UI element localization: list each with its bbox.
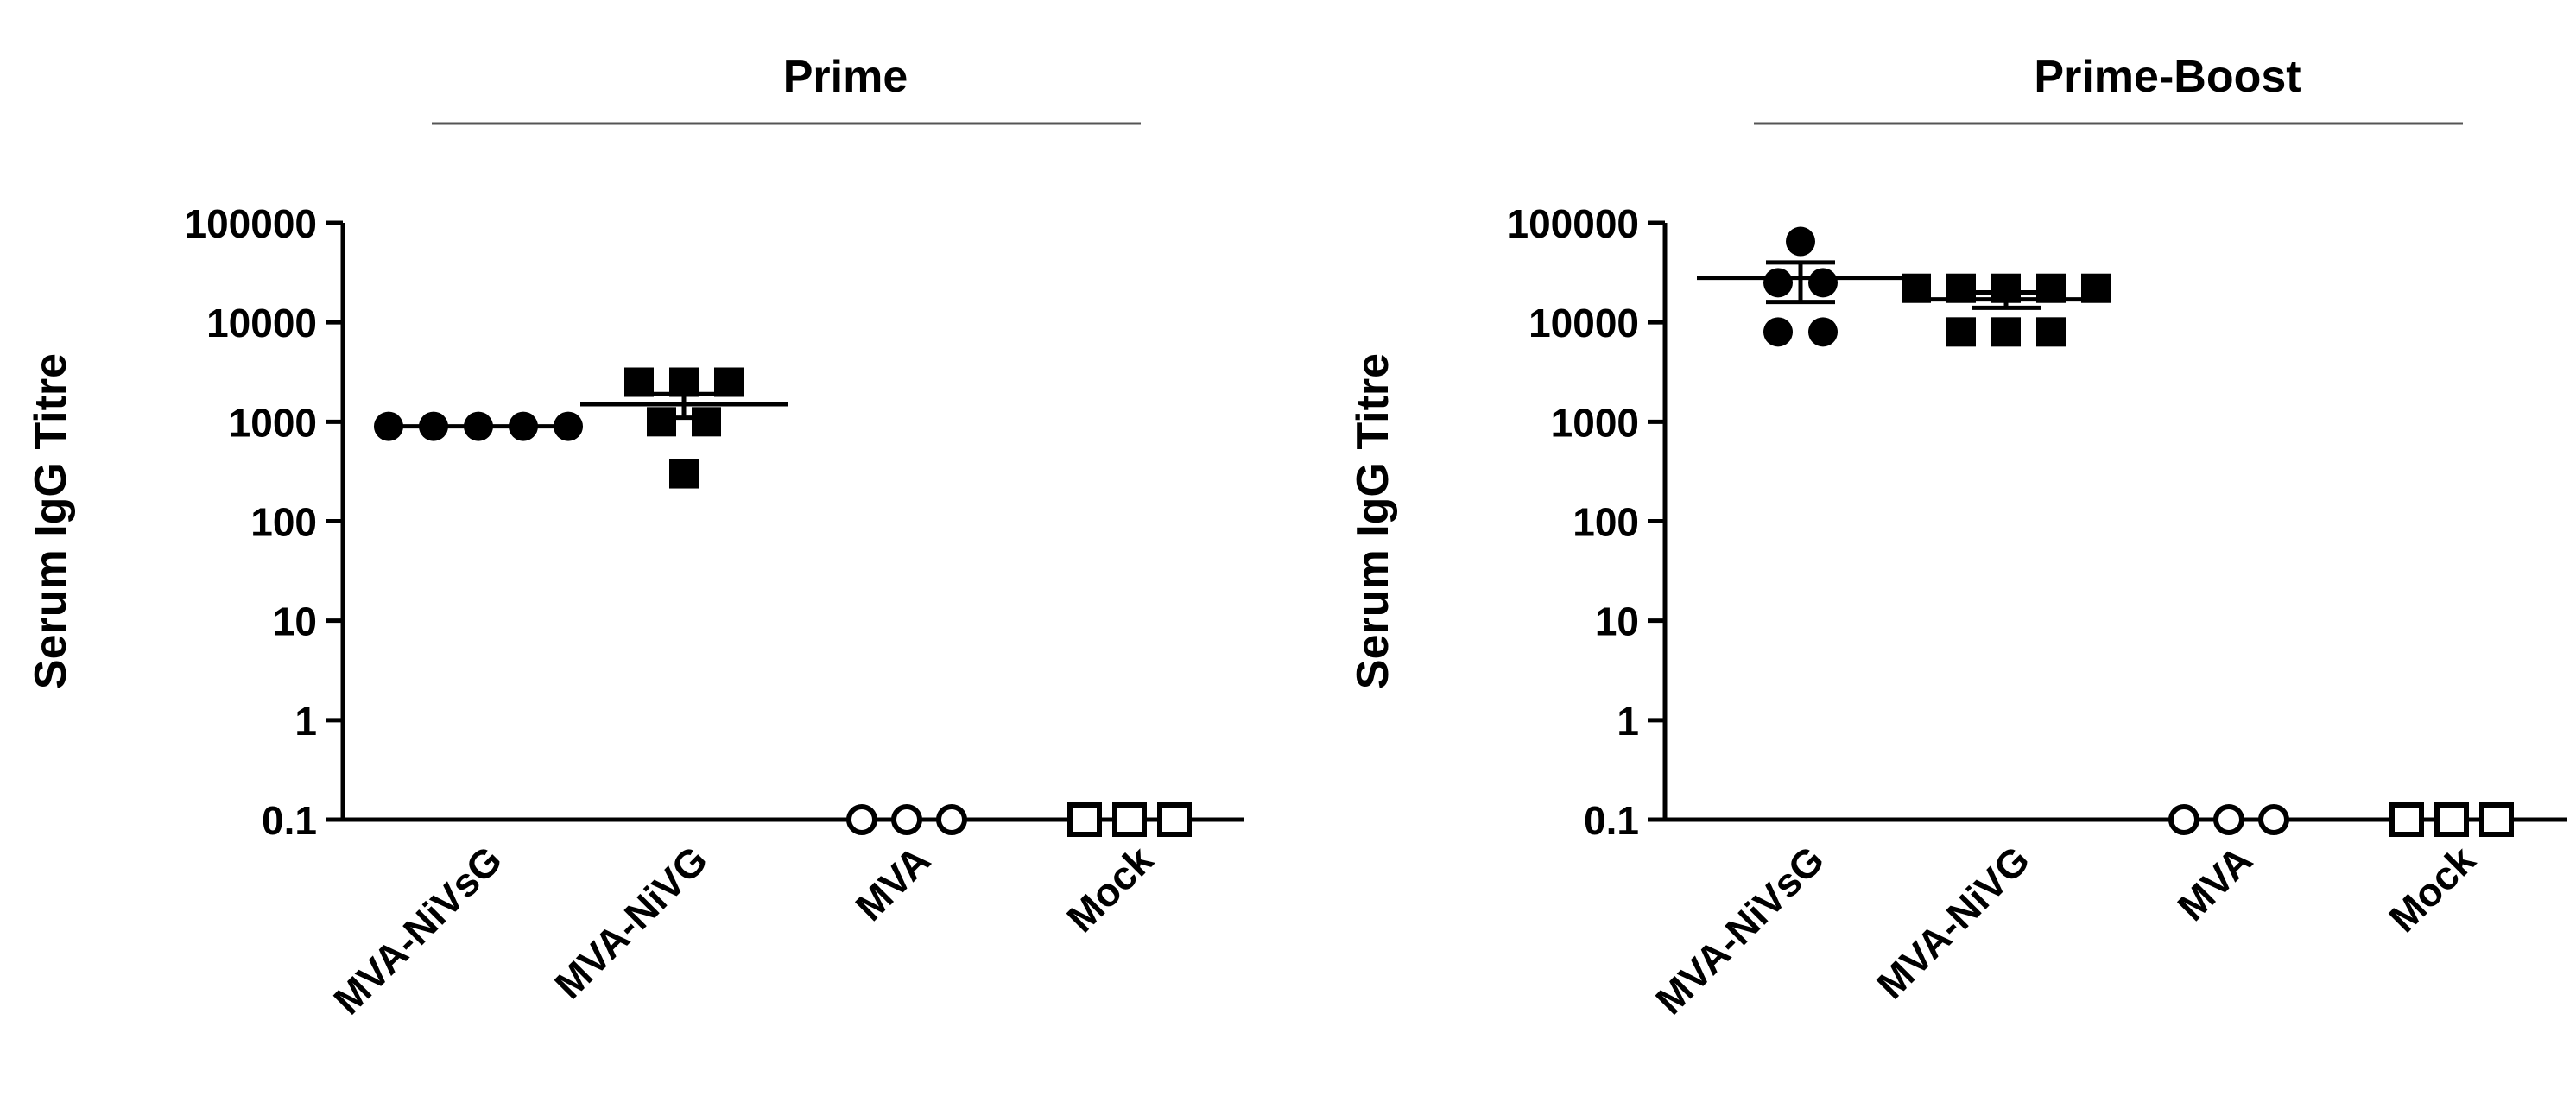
chart-title: Prime xyxy=(783,52,908,102)
data-point xyxy=(1763,317,1793,347)
y-tick-label: 1 xyxy=(294,699,317,744)
y-axis-label: Serum IgG Titre xyxy=(1348,353,1398,689)
data-point xyxy=(1946,317,1976,347)
data-point xyxy=(936,804,967,835)
y-tick-label: 10000 xyxy=(206,301,317,345)
y-tick-label: 10 xyxy=(273,599,317,644)
chart: Prime-Boost Serum IgG Titre 0.1 1 10 100 1000 1… xyxy=(1348,52,2567,1023)
y-tick-label: 10000 xyxy=(1529,301,1639,345)
x-tick-label: MVA xyxy=(846,837,939,929)
y-tick-label: 0.1 xyxy=(262,798,317,843)
data-point xyxy=(846,804,877,835)
chart-title: Prime-Boost xyxy=(2034,52,2301,102)
x-tick-label: MVA xyxy=(2168,837,2261,929)
y-tick-label: 1000 xyxy=(1551,400,1639,445)
x-tick-label: Mock xyxy=(2380,837,2484,941)
data-point xyxy=(1112,802,1147,837)
data-point xyxy=(1157,802,1192,837)
y-tick-label: 100000 xyxy=(185,201,318,246)
data-point xyxy=(624,367,654,397)
data-point xyxy=(891,804,922,835)
data-point xyxy=(2479,802,2514,837)
data-point xyxy=(1067,802,1102,837)
y-tick-label: 1000 xyxy=(229,400,317,445)
x-tick-label: MVA-NiVG xyxy=(1868,837,2038,1007)
data-point xyxy=(2036,317,2066,347)
y-axis-label: Serum IgG Titre xyxy=(26,353,76,689)
data-point xyxy=(1991,317,2021,347)
data-point xyxy=(2389,802,2424,837)
y-tick-label: 0.1 xyxy=(1584,798,1639,843)
data-point xyxy=(1763,268,1793,298)
data-point xyxy=(2213,804,2244,835)
x-tick-label: MVA-NiVsG xyxy=(1647,837,1832,1023)
data-point xyxy=(669,459,699,489)
data-point xyxy=(2168,804,2199,835)
x-tick-label: MVA-NiVG xyxy=(546,837,716,1007)
x-tick-label: Mock xyxy=(1058,837,1161,941)
data-point xyxy=(1786,226,1815,257)
chart: Prime Serum IgG Titre 0.1 1 10 100 1000 10000 10… xyxy=(26,52,1244,1023)
data-point xyxy=(2434,802,2469,837)
y-tick-label: 100 xyxy=(1573,500,1639,545)
y-tick-label: 1 xyxy=(1617,699,1639,744)
data-point xyxy=(714,367,744,397)
data-point xyxy=(1808,268,1838,298)
data-point xyxy=(1808,317,1838,347)
y-tick-label: 10 xyxy=(1595,599,1639,644)
y-tick-label: 100000 xyxy=(1507,201,1640,246)
x-tick-label: MVA-NiVsG xyxy=(325,837,510,1023)
data-point xyxy=(2258,804,2289,835)
data-point xyxy=(692,407,721,437)
y-tick-label: 100 xyxy=(250,500,317,545)
data-point xyxy=(647,407,676,437)
